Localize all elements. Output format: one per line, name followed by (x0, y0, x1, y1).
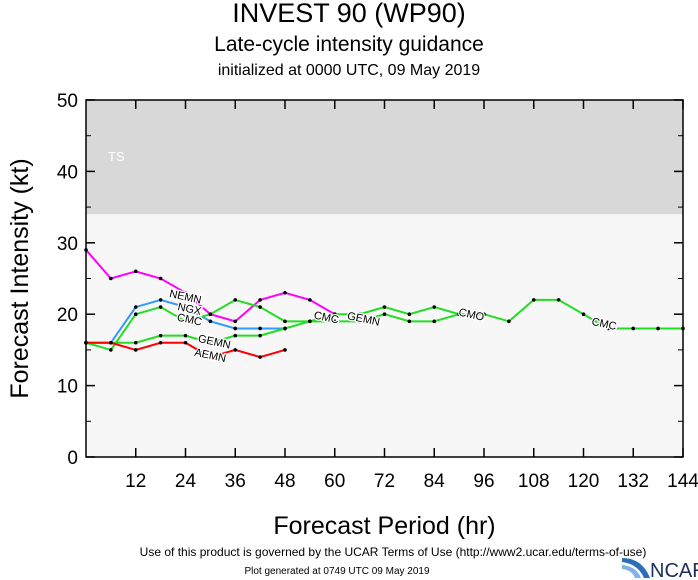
data-point (606, 326, 611, 331)
chart-title: INVEST 90 (WP90) (232, 0, 466, 28)
svg-text:NCAR: NCAR (650, 560, 698, 580)
data-point (109, 348, 113, 352)
data-point (183, 319, 188, 324)
series-line-3 (86, 313, 460, 344)
y-tick-label: 40 (57, 162, 78, 183)
y-tick-label: 10 (57, 377, 78, 398)
data-point (208, 340, 213, 345)
x-tick-label: 24 (175, 471, 197, 492)
x-tick-label: 132 (617, 471, 649, 492)
terms-of-use: Use of this product is governed by the U… (139, 545, 647, 559)
data-point (283, 290, 287, 295)
y-axis-label: Forecast Intensity (kt) (6, 158, 34, 398)
data-point (158, 340, 163, 345)
x-tick-label: 84 (424, 471, 446, 492)
x-tick-label: 96 (473, 471, 494, 492)
data-point (482, 312, 486, 317)
data-point (133, 305, 138, 309)
y-tick-label: 0 (67, 448, 78, 469)
data-point (133, 348, 138, 352)
data-point (382, 312, 387, 317)
data-point (432, 305, 437, 309)
data-point (208, 355, 213, 359)
data-point (258, 298, 262, 302)
data-point (109, 276, 113, 281)
data-point (233, 348, 238, 352)
data-point (531, 298, 536, 302)
init-time: initialized at 0000 UTC, 09 May 2019 (217, 62, 481, 79)
data-point (208, 312, 213, 317)
data-point (183, 340, 188, 345)
data-point (133, 312, 138, 317)
x-tick-label: 120 (568, 471, 600, 492)
data-point (233, 326, 238, 331)
data-point (158, 276, 163, 281)
data-point (109, 340, 113, 345)
data-point (332, 312, 337, 317)
data-point (158, 333, 163, 338)
data-point (507, 319, 511, 324)
data-point (432, 319, 437, 324)
y-tick-label: 50 (57, 91, 78, 112)
model-label: NGX (177, 301, 203, 318)
data-point (233, 319, 238, 324)
data-point (258, 355, 262, 359)
data-point (133, 269, 138, 274)
x-tick-label: 108 (518, 471, 550, 492)
y-tick-label: 30 (57, 234, 78, 255)
data-point (233, 298, 238, 302)
data-point (357, 319, 362, 324)
x-tick-label: 48 (274, 471, 295, 492)
data-point (183, 290, 188, 295)
data-point (556, 298, 561, 302)
data-point (407, 312, 412, 317)
data-point (407, 319, 412, 324)
data-point (656, 326, 660, 331)
data-point (233, 333, 238, 338)
data-point (283, 348, 287, 352)
data-point (332, 319, 337, 324)
x-tick-label: 72 (374, 471, 395, 492)
ncar-logo: NCAR (622, 558, 698, 580)
data-point (258, 305, 262, 309)
x-axis-label: Forecast Period (hr) (273, 512, 495, 540)
data-point (258, 326, 262, 331)
model-label: CMC (591, 316, 618, 333)
band-label-ts: TS (108, 149, 125, 164)
generated-time: Plot generated at 0749 UTC 09 May 2019 (244, 566, 430, 577)
data-point (183, 305, 188, 309)
data-point (457, 312, 461, 317)
x-tick-label: 36 (225, 471, 246, 492)
data-point (308, 319, 312, 324)
data-point (382, 305, 387, 309)
data-point (158, 305, 163, 309)
x-tick-label: 12 (125, 471, 146, 492)
chart-subtitle: Late-cycle intensity guidance (214, 33, 484, 56)
x-tick-label: 144 (667, 471, 698, 492)
data-point (158, 298, 163, 302)
data-point (258, 333, 262, 338)
data-point (183, 333, 188, 338)
data-point (631, 326, 636, 331)
y-tick-label: 20 (57, 305, 78, 326)
data-point (133, 340, 138, 345)
data-point (308, 298, 312, 302)
data-point (357, 312, 362, 317)
intensity-band (86, 100, 683, 215)
data-point (283, 319, 287, 324)
data-point (283, 326, 287, 331)
data-point (208, 319, 213, 324)
x-tick-label: 60 (324, 471, 345, 492)
data-point (581, 312, 586, 317)
